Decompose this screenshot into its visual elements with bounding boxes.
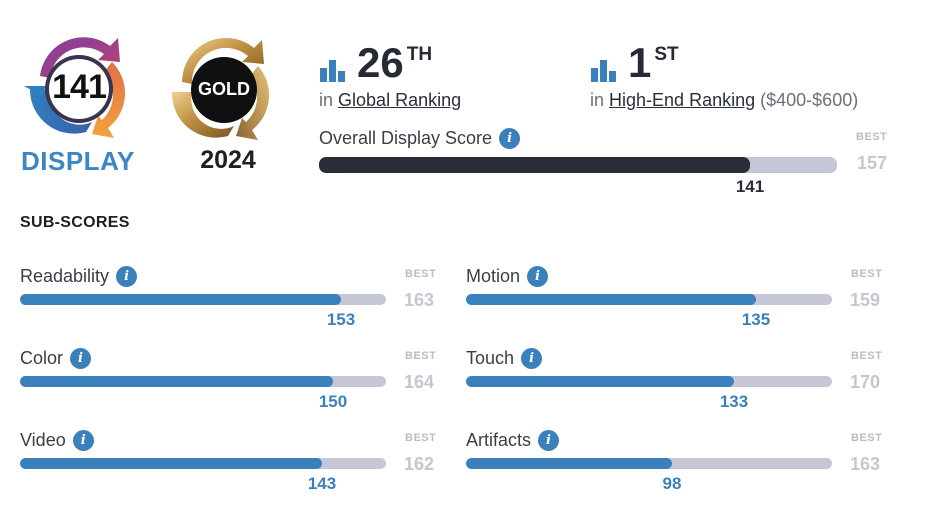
display-caption: DISPLAY (21, 146, 135, 176)
best-label: BEST (851, 268, 883, 280)
gold-label: GOLD (198, 79, 250, 99)
price-range: ($400-$600) (760, 90, 859, 110)
bar-chart-icon (320, 60, 345, 82)
best-label: BEST (851, 350, 883, 362)
score-badge-number: 141 (52, 68, 107, 106)
score-bar-track (20, 376, 386, 387)
subscore-readability: Readability i BEST 163 153 (20, 266, 440, 338)
overall-display-score: Overall Display Score i BEST 157 141 (319, 128, 889, 198)
info-icon[interactable]: i (70, 348, 92, 369)
subscore-label: Touch (466, 348, 515, 368)
subscore-label: Motion (466, 266, 521, 286)
score-bar-fill (20, 376, 333, 387)
best-score: 170 (850, 372, 881, 392)
gold-award-badge: GOLD (168, 34, 280, 146)
best-label: BEST (405, 350, 437, 362)
score-value: 135 (741, 310, 771, 329)
info-icon[interactable]: i (538, 430, 560, 451)
info-icon[interactable]: i (116, 266, 138, 287)
subscore-touch: Touch i BEST 170 133 (466, 348, 886, 420)
global-ranking: 26 TH in Global Ranking (319, 40, 461, 111)
subscore-video: Video i BEST 162 143 (20, 430, 440, 502)
score-ring-icon (24, 37, 126, 138)
score-value: 143 (307, 474, 337, 493)
score-value: 141 (735, 177, 765, 196)
score-bar-track (20, 294, 386, 305)
highend-rank-suffix: ST (654, 44, 679, 65)
info-icon[interactable]: i (499, 128, 521, 149)
subscore-label: Readability (20, 266, 110, 286)
gold-award-icon (171, 37, 270, 140)
highend-ranking-link[interactable]: High-End Ranking (609, 90, 756, 110)
global-rank-number: 26 (357, 39, 404, 86)
score-bar-track (466, 294, 832, 305)
best-score: 164 (404, 372, 435, 392)
score-value: 150 (318, 392, 348, 411)
global-rank-suffix: TH (406, 44, 433, 65)
info-icon[interactable]: i (521, 348, 543, 369)
award-year: 2024 (200, 146, 256, 174)
score-bar-fill (466, 458, 672, 469)
score-bar-fill (319, 157, 750, 173)
best-score: 159 (850, 290, 881, 310)
global-rank-prefix: in (319, 90, 334, 110)
subscores-heading: SUB-SCORES (20, 214, 130, 231)
best-label: BEST (405, 432, 437, 444)
subscore-label: Color (20, 348, 64, 368)
overall-score-label: Overall Display Score (319, 128, 493, 148)
score-bar-fill (466, 376, 734, 387)
best-score: 163 (404, 290, 435, 310)
score-bar-track (466, 376, 832, 387)
score-value: 133 (719, 392, 749, 411)
subscore-label: Artifacts (466, 430, 532, 450)
global-ranking-link[interactable]: Global Ranking (338, 90, 462, 110)
highend-rank-number: 1 (628, 39, 652, 86)
score-bar-track (466, 458, 832, 469)
score-bar-track (319, 157, 837, 173)
info-icon[interactable]: i (527, 266, 549, 287)
subscore-label: Video (20, 430, 66, 450)
highend-ranking: 1 ST in High-End Ranking ($400-$600) (590, 40, 858, 111)
subscore-color: Color i BEST 164 150 (20, 348, 440, 420)
subscore-motion: Motion i BEST 159 135 (466, 266, 886, 338)
score-bar-fill (20, 294, 341, 305)
best-score: 162 (404, 454, 435, 474)
score-bar-fill (20, 458, 322, 469)
best-label: BEST (856, 131, 888, 143)
highend-rank-prefix: in (590, 90, 605, 110)
score-bar-track (20, 458, 386, 469)
best-label: BEST (851, 432, 883, 444)
best-score: 157 (857, 153, 888, 173)
best-label: BEST (405, 268, 437, 280)
score-value: 98 (662, 474, 682, 493)
bar-chart-icon (591, 60, 616, 82)
info-icon[interactable]: i (72, 430, 94, 451)
best-score: 163 (850, 454, 881, 474)
score-value: 153 (326, 310, 356, 329)
score-bar-fill (466, 294, 756, 305)
display-score-badge: 141 (22, 32, 136, 146)
subscore-artifacts: Artifacts i BEST 163 98 (466, 430, 886, 502)
